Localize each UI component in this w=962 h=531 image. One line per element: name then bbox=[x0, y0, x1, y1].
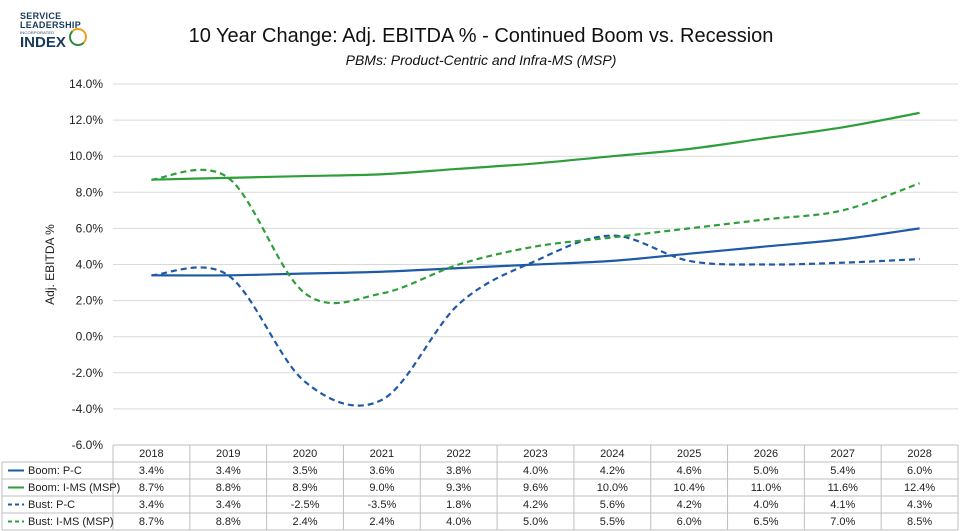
legend-label: Boom: I-MS (MSP) bbox=[28, 482, 120, 494]
logo-line-3: INCORPORATED bbox=[20, 30, 55, 35]
legend-label: Bust: P-C bbox=[28, 499, 75, 511]
data-label: 4.2% bbox=[677, 499, 702, 511]
x-tick-label: 2020 bbox=[293, 448, 317, 460]
data-label: 6.0% bbox=[677, 516, 702, 528]
service-leadership-logo: SERVICE LEADERSHIP INCORPORATED INDEX bbox=[20, 11, 87, 51]
data-label: -2.5% bbox=[291, 499, 320, 511]
y-tick-label: 0.0% bbox=[76, 330, 104, 344]
series-line-4 bbox=[151, 168, 920, 305]
data-label: 8.8% bbox=[216, 482, 241, 494]
data-label: 9.6% bbox=[523, 482, 548, 494]
data-label: 8.7% bbox=[139, 482, 164, 494]
series-line-3 bbox=[151, 234, 920, 407]
x-tick-label: 2023 bbox=[523, 448, 547, 460]
data-label: 4.2% bbox=[600, 465, 625, 477]
y-tick-label: -4.0% bbox=[72, 402, 104, 416]
data-label: 8.7% bbox=[139, 516, 164, 528]
data-label: 3.4% bbox=[216, 499, 241, 511]
data-label: 4.1% bbox=[830, 499, 855, 511]
data-label: 1.8% bbox=[446, 499, 471, 511]
data-label: 2.4% bbox=[369, 516, 394, 528]
x-tick-label: 2028 bbox=[907, 448, 931, 460]
x-tick-label: 2018 bbox=[139, 448, 163, 460]
y-tick-label: 8.0% bbox=[76, 185, 104, 199]
y-tick-label: -2.0% bbox=[72, 366, 104, 380]
data-label: 2.4% bbox=[293, 516, 318, 528]
data-label: 9.3% bbox=[446, 482, 471, 494]
x-tick-label: 2026 bbox=[754, 448, 778, 460]
logo-line-1: SERVICE bbox=[20, 11, 62, 21]
data-label: 3.4% bbox=[216, 465, 241, 477]
data-label: 3.8% bbox=[446, 465, 471, 477]
data-label: 5.0% bbox=[523, 516, 548, 528]
data-label: 12.4% bbox=[904, 482, 935, 494]
y-tick-label: 4.0% bbox=[76, 258, 104, 272]
chart-subtitle: PBMs: Product-Centric and Infra-MS (MSP) bbox=[345, 52, 617, 68]
data-label: 9.0% bbox=[369, 482, 394, 494]
data-label: 5.5% bbox=[600, 516, 625, 528]
data-label: 8.5% bbox=[907, 516, 932, 528]
y-tick-label: 10.0% bbox=[69, 149, 103, 163]
series-line-2 bbox=[151, 111, 920, 181]
data-label: 4.6% bbox=[677, 465, 702, 477]
x-tick-label: 2022 bbox=[446, 448, 470, 460]
series-line-1 bbox=[151, 227, 920, 277]
x-tick-label: 2025 bbox=[677, 448, 701, 460]
data-label: 6.0% bbox=[907, 465, 932, 477]
y-tick-label: 14.0% bbox=[69, 77, 103, 91]
x-tick-label: 2027 bbox=[831, 448, 855, 460]
data-label: 3.4% bbox=[139, 499, 164, 511]
data-label: 3.5% bbox=[293, 465, 318, 477]
data-label: 8.8% bbox=[216, 516, 241, 528]
data-label: 4.0% bbox=[446, 516, 471, 528]
y-tick-label: 6.0% bbox=[76, 221, 104, 235]
data-label: 4.3% bbox=[907, 499, 932, 511]
data-label: 11.0% bbox=[751, 482, 782, 494]
y-tick-label: -6.0% bbox=[72, 438, 104, 452]
data-label: 7.0% bbox=[830, 516, 855, 528]
x-tick-label: 2019 bbox=[216, 448, 240, 460]
legend-label: Boom: P-C bbox=[28, 465, 82, 477]
data-label: -3.5% bbox=[367, 499, 396, 511]
data-label: 4.2% bbox=[523, 499, 548, 511]
data-label: 5.0% bbox=[753, 465, 778, 477]
data-label: 6.5% bbox=[753, 516, 778, 528]
data-label: 4.0% bbox=[753, 499, 778, 511]
logo-swoosh-icon bbox=[69, 28, 87, 46]
data-label: 4.0% bbox=[523, 465, 548, 477]
data-label: 5.6% bbox=[600, 499, 625, 511]
y-axis-label: Adj. EBITDA % bbox=[43, 224, 57, 305]
data-label: 11.6% bbox=[828, 482, 859, 494]
data-label: 5.4% bbox=[830, 465, 855, 477]
chart-title: 10 Year Change: Adj. EBITDA % - Continue… bbox=[188, 25, 774, 47]
y-tick-label: 2.0% bbox=[76, 294, 104, 308]
data-label: 10.4% bbox=[674, 482, 705, 494]
legend-label: Bust: I-MS (MSP) bbox=[28, 516, 114, 528]
x-tick-label: 2021 bbox=[370, 448, 394, 460]
data-label: 10.0% bbox=[597, 482, 628, 494]
data-label: 3.4% bbox=[139, 465, 164, 477]
y-tick-label: 12.0% bbox=[69, 113, 103, 127]
data-label: 8.9% bbox=[293, 482, 318, 494]
logo-line-4: INDEX bbox=[20, 34, 66, 51]
logo-line-2: LEADERSHIP bbox=[20, 20, 82, 30]
x-tick-label: 2024 bbox=[600, 448, 624, 460]
data-label: 3.6% bbox=[369, 465, 394, 477]
